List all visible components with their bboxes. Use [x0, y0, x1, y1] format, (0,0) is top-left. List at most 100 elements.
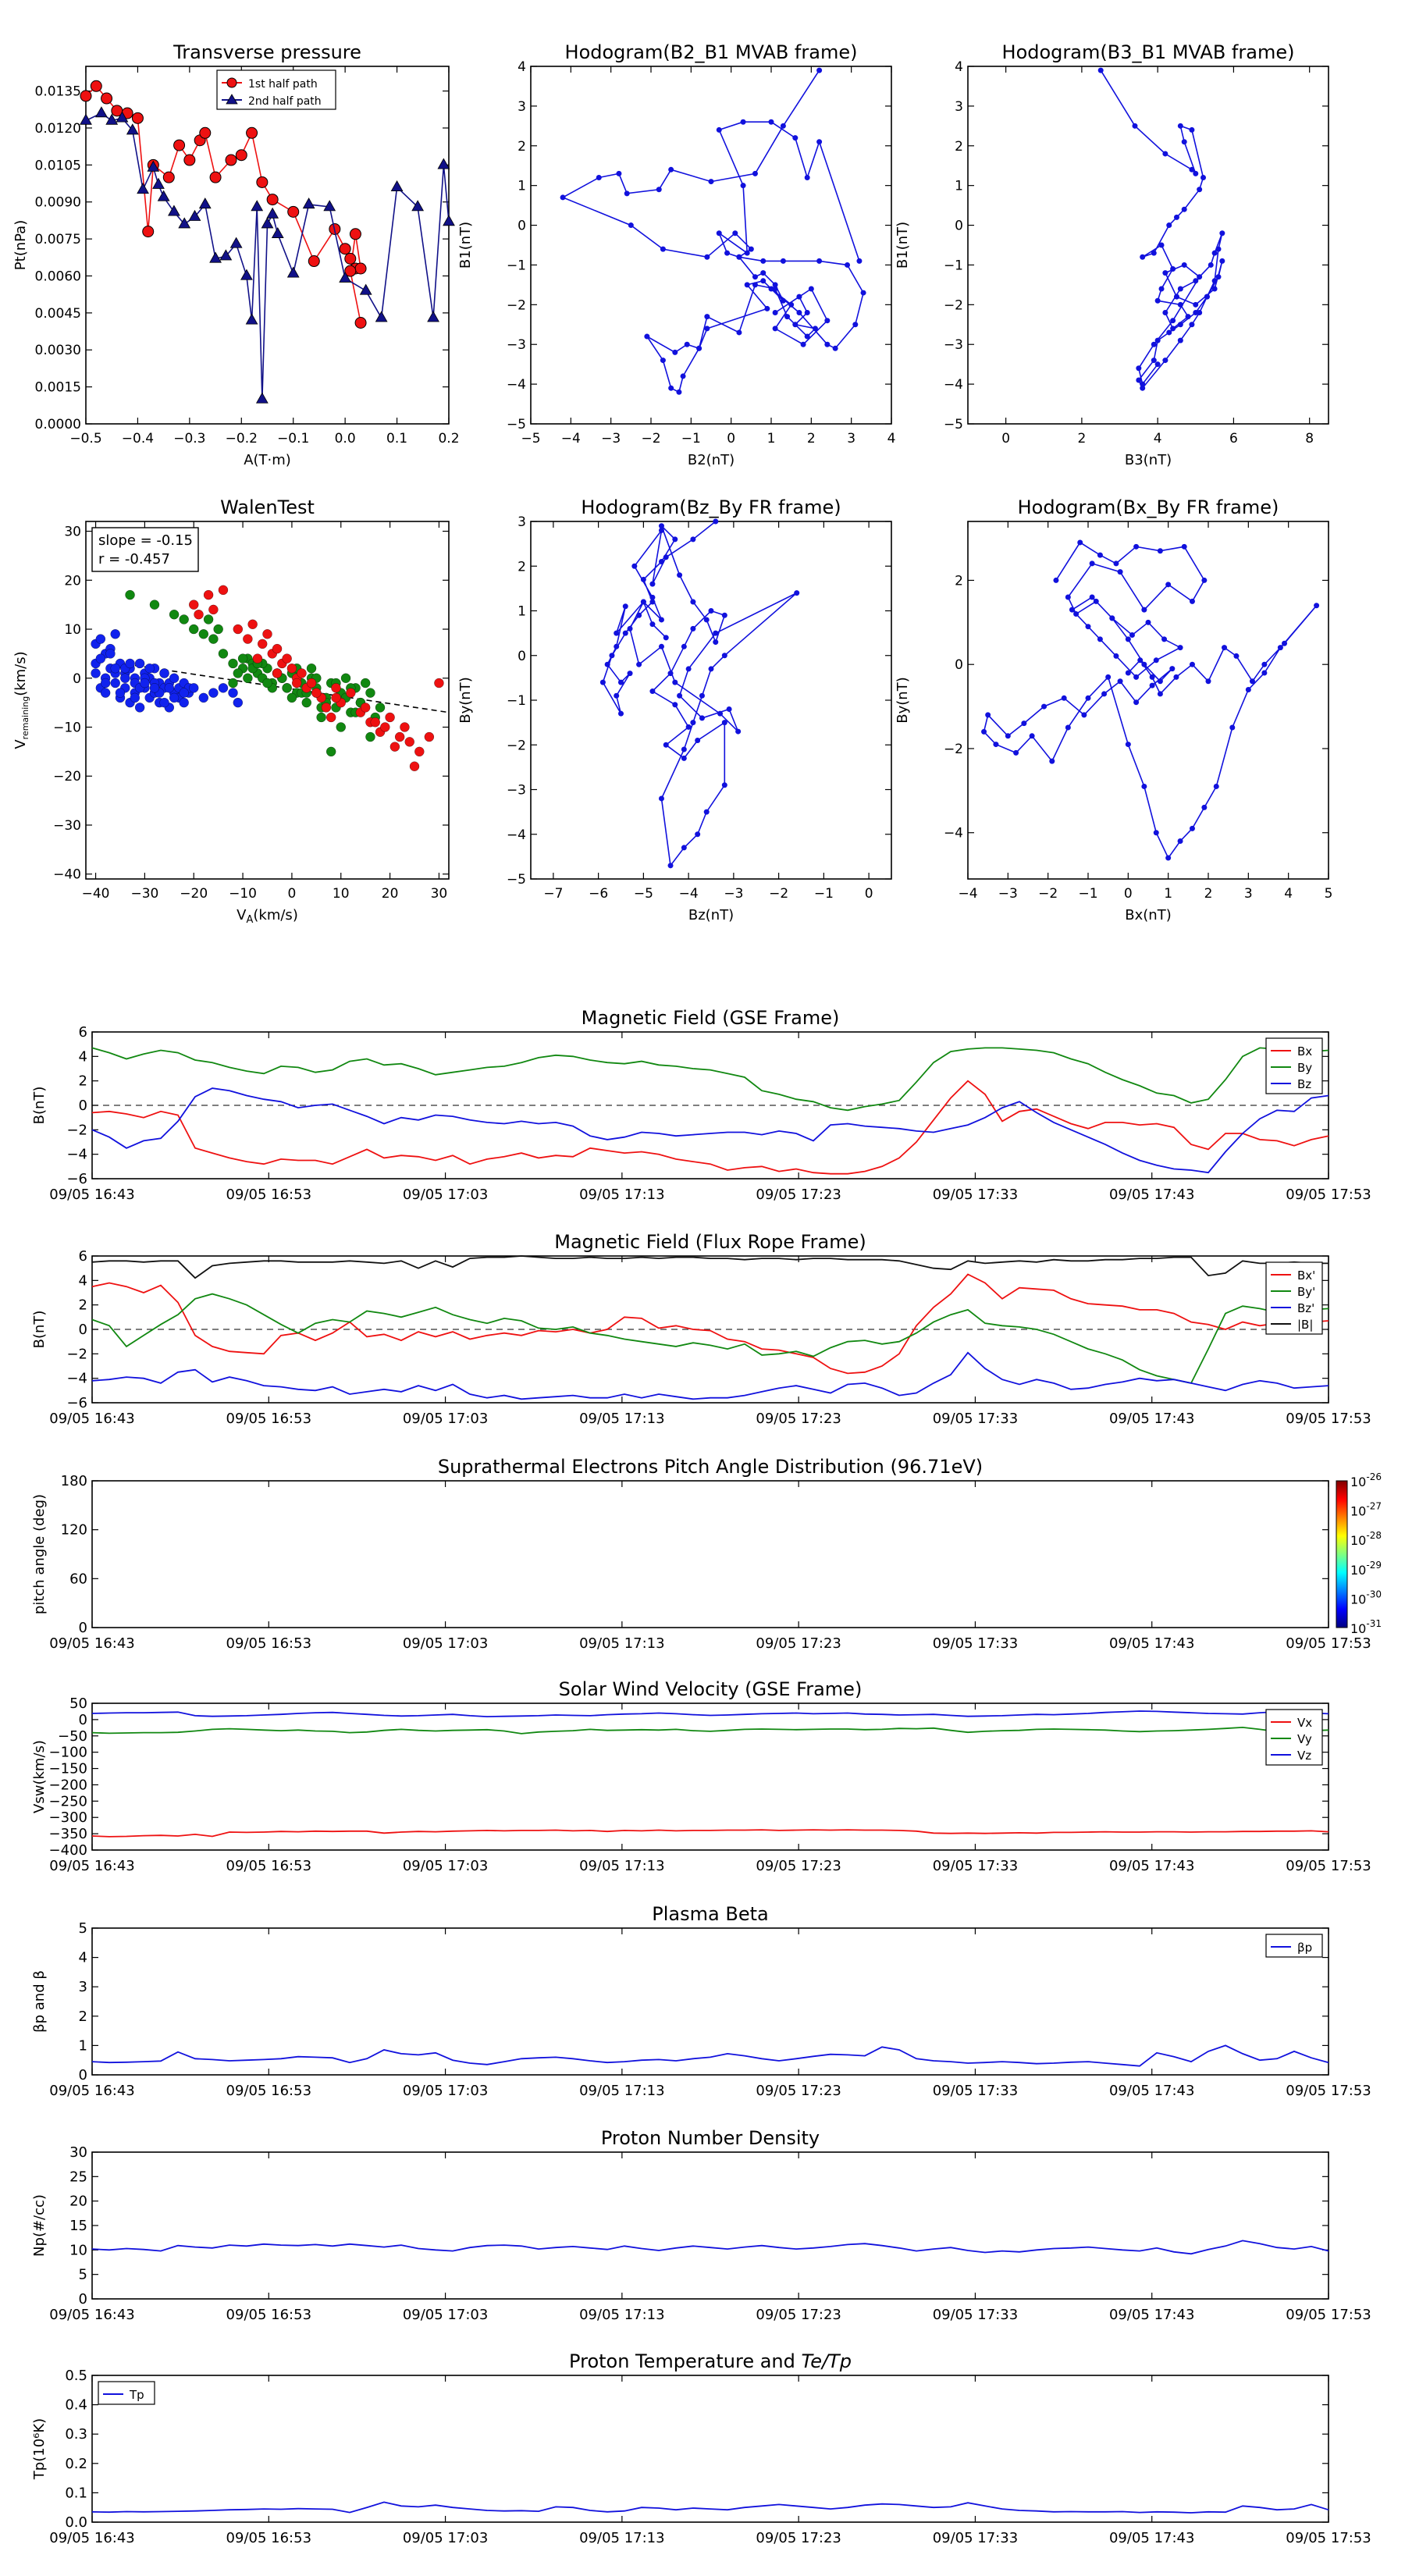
x-tick-label: 2 [1204, 886, 1213, 902]
data-point [110, 629, 120, 639]
series-βp [91, 2044, 1329, 2067]
data-point [262, 678, 272, 688]
y-tick-label: −1 [944, 258, 963, 273]
data-point [1162, 151, 1168, 157]
data-point [636, 612, 642, 618]
data-point [323, 200, 336, 212]
data-point [361, 703, 371, 713]
data-point [690, 599, 696, 605]
data-point [663, 635, 669, 641]
data-point [695, 738, 701, 744]
series-line [91, 2240, 1329, 2255]
data-point [1181, 139, 1187, 145]
title-text: Proton Temperature and [569, 2350, 801, 2372]
legend: Tp [98, 2381, 155, 2405]
x-tick-label: 0 [1124, 886, 1133, 902]
y-axis-label: By(nT) [895, 677, 911, 723]
colorbar-tick-label: 10-27 [1350, 1501, 1382, 1519]
x-tick-label: 09/05 17:13 [579, 2530, 664, 2546]
y-axis-label: Pt(nPa) [12, 220, 29, 270]
y-axis-label: By(nT) [457, 677, 474, 723]
data-point [808, 286, 814, 292]
chart-title: WalenTest [220, 496, 315, 518]
data-point [159, 668, 169, 678]
data-point [1029, 733, 1035, 739]
data-point [1136, 377, 1142, 383]
data-point [740, 119, 746, 125]
y-tick-label: −3 [507, 337, 526, 353]
y-tick-label: −40 [53, 867, 81, 883]
legend-marker [226, 77, 237, 88]
x-tick-label: 0.1 [386, 431, 407, 447]
data-point [804, 333, 810, 340]
x-tick-label: 09/05 16:53 [226, 2530, 311, 2546]
x-tick-label: 09/05 17:43 [1109, 2530, 1194, 2546]
data-point [189, 600, 199, 610]
cb-base: 10 [1350, 1475, 1366, 1489]
data-point [1133, 699, 1140, 706]
data-point [1153, 830, 1159, 836]
data-point [1197, 187, 1203, 193]
cb-exp: -30 [1366, 1589, 1382, 1599]
data-point [832, 345, 838, 351]
data-point [261, 217, 274, 229]
data-point [1189, 126, 1195, 133]
x-tick-label: 09/05 17:13 [579, 1187, 664, 1203]
xlabel-v: V [237, 907, 247, 923]
legend-box [1265, 1709, 1323, 1766]
data-point [272, 643, 283, 654]
y-tick-label: 0 [79, 2291, 87, 2307]
data-point [993, 742, 999, 748]
chart-hxy: Hodogram(Bx_By FR frame) −4 −3 −2 −1 0 1 2 3 4 5 −4… [895, 496, 1332, 923]
legend-label: βp [1297, 1941, 1312, 1955]
y-tick-label: −3 [944, 337, 963, 353]
data-point [169, 610, 180, 620]
colorbar-tick-label: 10-28 [1350, 1530, 1382, 1548]
y-tick-label: −1 [507, 258, 526, 273]
data-point [258, 639, 268, 649]
data-point [721, 653, 727, 659]
data-point [1215, 274, 1222, 280]
data-point [344, 252, 357, 265]
data-point [792, 322, 799, 328]
data-point [856, 258, 863, 264]
y-tick-label: 4 [79, 1272, 87, 1289]
x-tick-label: 09/05 17:33 [933, 1858, 1018, 1874]
data-point [796, 310, 802, 316]
legend-label: Vz [1297, 1749, 1311, 1763]
series-line [91, 1829, 1329, 1838]
data-point [748, 246, 754, 252]
data-point [1249, 678, 1255, 685]
x-tick-label: 1 [1164, 886, 1172, 902]
data-point [780, 258, 786, 264]
data-point [1201, 804, 1208, 810]
data-point [1101, 691, 1108, 697]
colorbar-tick-label: 10-31 [1350, 1618, 1382, 1636]
x-tick-label: 09/05 17:33 [933, 2083, 1018, 2099]
heatmap-area [92, 1481, 1329, 1628]
data-point [157, 190, 170, 201]
y-tick-label: 0.0075 [35, 232, 81, 247]
data-point [985, 712, 991, 718]
data-point [1141, 783, 1147, 789]
data-point [681, 746, 687, 753]
data-point [690, 625, 696, 632]
y-tick-label: −30 [53, 818, 81, 834]
legend: Vx Vy Vz [1265, 1709, 1323, 1766]
y-tick-label: 60 [69, 1571, 87, 1587]
data-point [209, 171, 222, 183]
cb-base: 10 [1350, 1533, 1366, 1548]
data-point [752, 274, 758, 280]
x-tick-label: 09/05 17:23 [756, 2307, 841, 2323]
data-point [321, 703, 332, 713]
data-point [218, 649, 229, 659]
y-tick-label: 0 [79, 1322, 87, 1338]
x-tick-label: 09/05 17:03 [403, 1635, 488, 1652]
data-point [110, 678, 120, 688]
data-point [860, 290, 866, 296]
data-point [339, 271, 352, 283]
x-tick-label: 09/05 17:33 [933, 2530, 1018, 2546]
data-point [189, 624, 199, 635]
y-tick-label: −250 [49, 1793, 87, 1809]
data-point [427, 311, 439, 322]
